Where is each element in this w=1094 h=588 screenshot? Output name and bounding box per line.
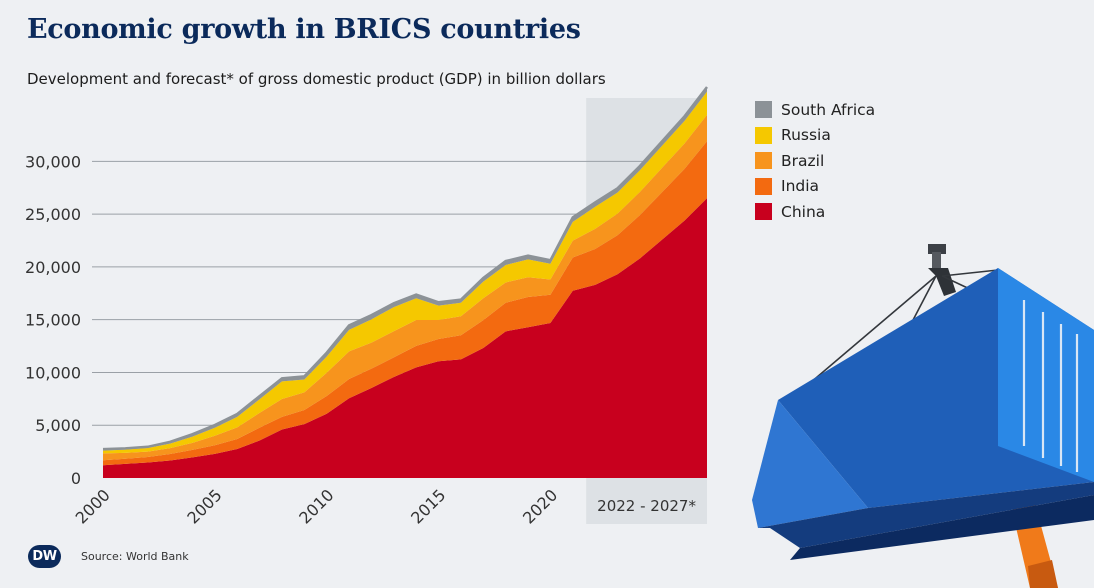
legend-label: India <box>781 177 820 196</box>
chart-legend: South Africa Russia Brazil India China <box>755 97 875 225</box>
legend-swatch <box>755 101 772 119</box>
y-tick-label: 25,000 <box>25 205 81 224</box>
legend-label: China <box>781 202 826 221</box>
crane-hook <box>928 244 956 296</box>
legend-item-india: India <box>755 174 875 200</box>
legend-item-china: China <box>755 199 875 225</box>
legend-label: Brazil <box>781 151 825 170</box>
y-tick-label: 30,000 <box>25 152 81 171</box>
legend-item-brazil: Brazil <box>755 148 875 174</box>
y-tick-label: 20,000 <box>25 258 81 277</box>
y-tick-label: 15,000 <box>25 311 81 330</box>
chart-subtitle: Development and forecast* of gross domes… <box>27 70 606 88</box>
legend-item-south-africa: South Africa <box>755 97 875 123</box>
chart-title: Economic growth in BRICS countries <box>27 14 581 45</box>
dw-logo: DW <box>28 545 61 568</box>
footer: DW Source: World Bank <box>28 545 189 568</box>
legend-swatch <box>755 152 772 170</box>
area-china <box>103 198 707 478</box>
shipping-container <box>752 268 1094 560</box>
y-tick-label: 0 <box>71 469 81 488</box>
total-outline <box>102 86 708 451</box>
source-note: Source: World Bank <box>81 550 189 563</box>
legend-swatch <box>755 203 772 221</box>
y-tick-label: 10,000 <box>25 363 81 382</box>
legend-swatch <box>755 177 772 195</box>
legend-label: Russia <box>781 126 831 145</box>
legend-swatch <box>755 126 772 144</box>
forecast-label: 2022 - 2027* <box>597 497 696 515</box>
legend-item-russia: Russia <box>755 123 875 149</box>
y-tick-label: 5,000 <box>35 416 81 435</box>
legend-label: South Africa <box>781 100 876 119</box>
